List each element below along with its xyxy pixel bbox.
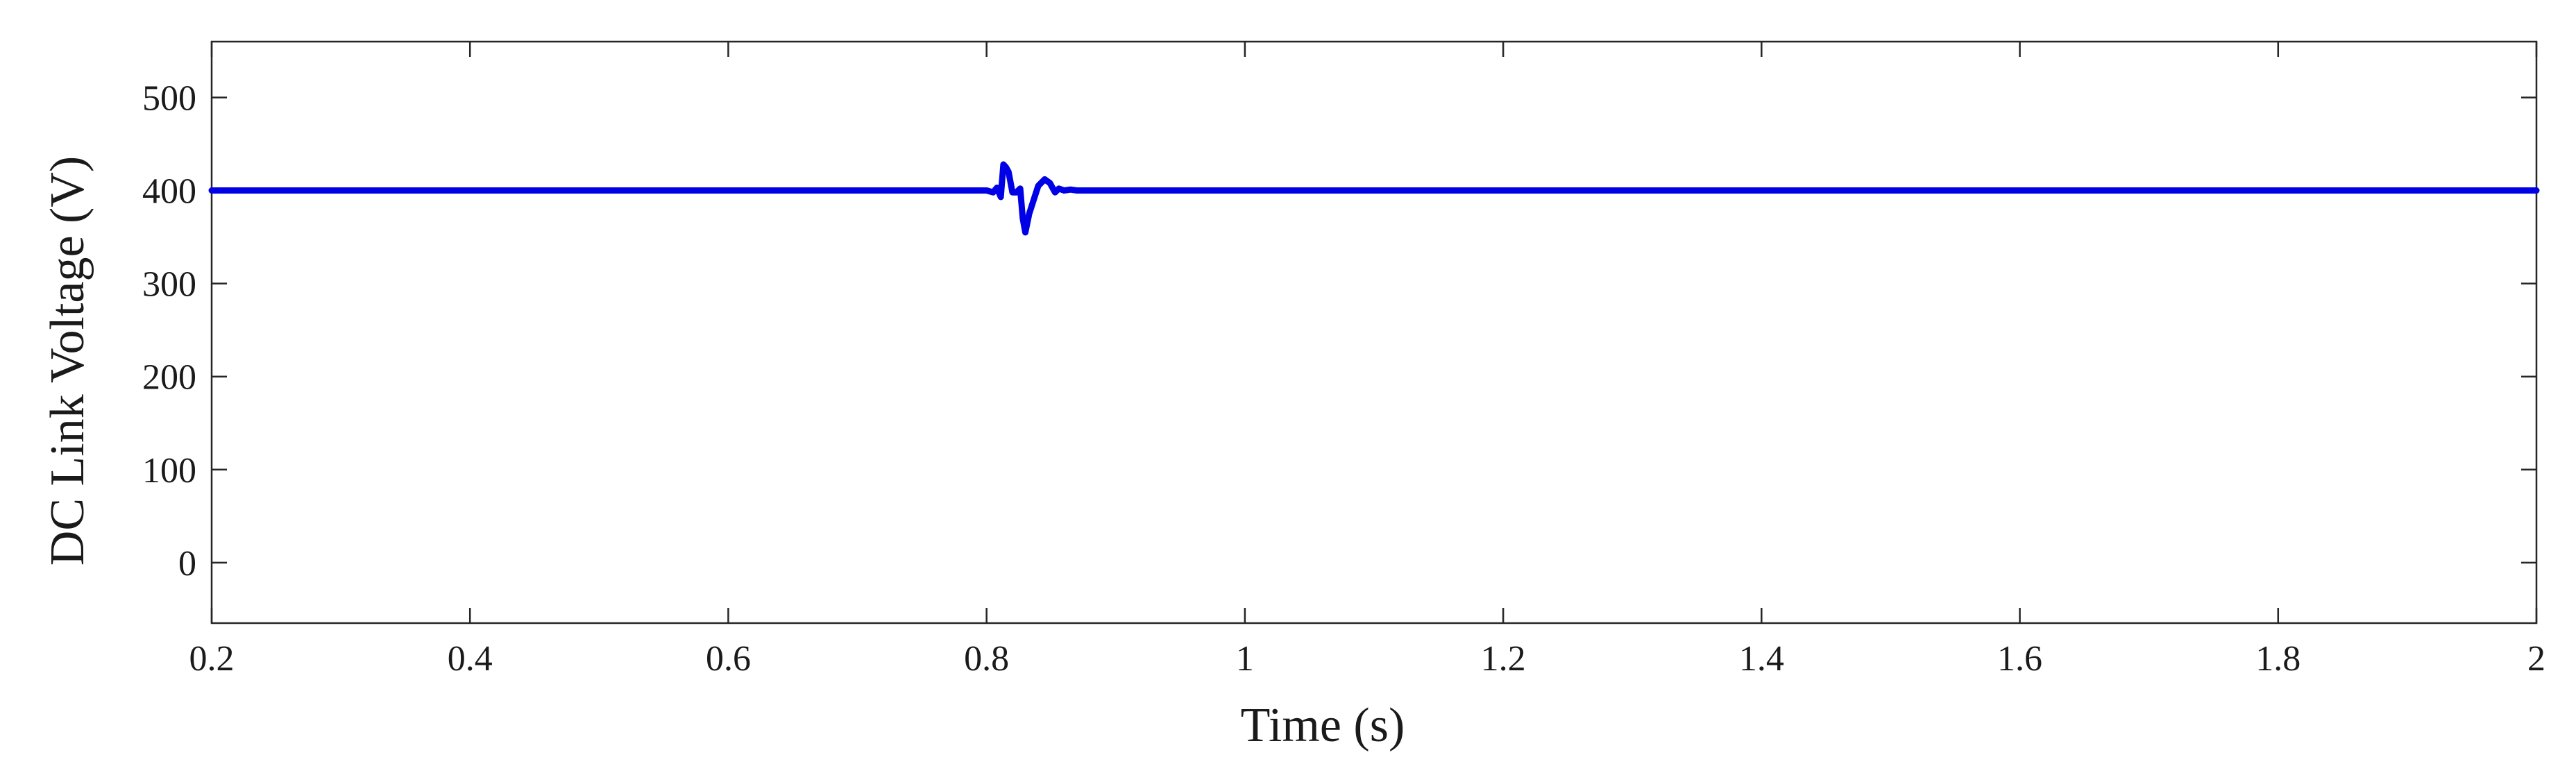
x-tick-label: 1.4 [1739,639,1784,679]
y-tick-label: 300 [142,265,196,305]
x-tick-label: 1 [1236,639,1254,679]
x-tick-label: 1.6 [1997,639,2042,679]
y-axis-label: DC Link Voltage (V) [41,156,94,566]
x-axis-label: Time (s) [1241,699,1405,752]
y-tick-label: 400 [142,172,196,212]
y-tick-label: 200 [142,358,196,398]
y-tick-label: 100 [142,451,196,491]
x-tick-label: 0.8 [964,639,1009,679]
x-tick-label: 1.8 [2255,639,2300,679]
plot-area: 0.2 0.4 0.6 0.8 1 1.2 1.4 1.6 1.8 2 0 100 200 300 400 5… [142,40,2545,679]
plot-frame [210,40,2538,625]
x-tick-label: 1.2 [1481,639,1526,679]
y-tick-label: 500 [142,78,196,118]
x-tick-label: 0.2 [189,639,235,679]
series-line [208,161,2540,236]
y-tick-label: 0 [178,544,196,584]
x-tick-label: 0.4 [448,639,493,679]
x-tick-label: 0.6 [706,639,751,679]
x-tick-label: 2 [2527,639,2545,679]
